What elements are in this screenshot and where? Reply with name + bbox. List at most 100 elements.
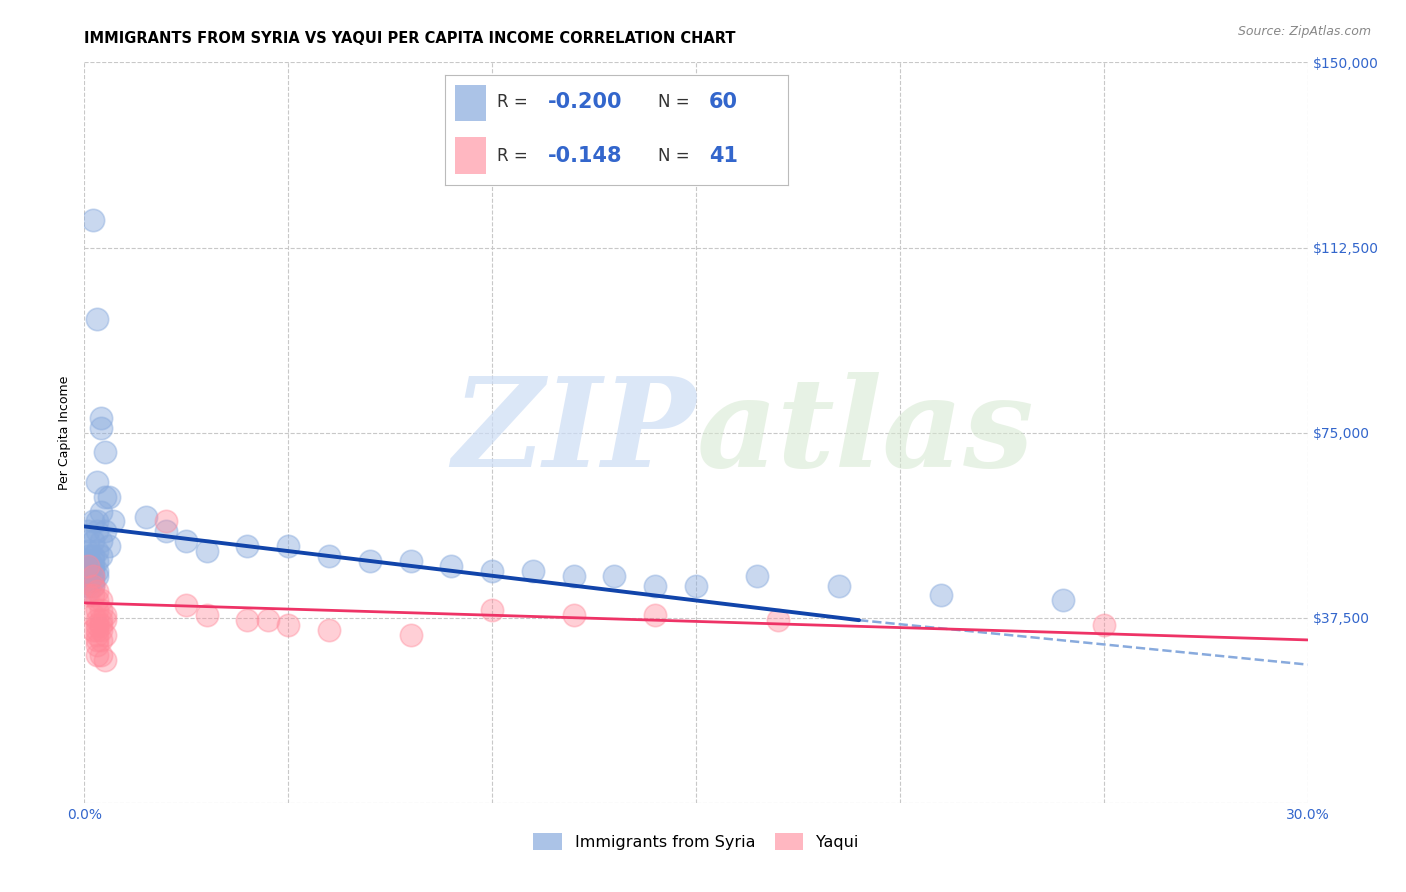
Point xyxy=(86,632,108,647)
Text: ZIP: ZIP xyxy=(453,372,696,493)
Point xyxy=(86,648,108,662)
Point xyxy=(747,568,769,582)
Point xyxy=(77,583,100,598)
Y-axis label: Per Capita Income: Per Capita Income xyxy=(58,376,72,490)
Point xyxy=(644,608,666,623)
Point xyxy=(766,613,789,627)
Point xyxy=(77,579,100,593)
Point xyxy=(82,568,104,582)
Point xyxy=(86,515,108,529)
Point xyxy=(86,603,108,617)
Point xyxy=(90,534,112,549)
Point xyxy=(77,544,100,558)
Point xyxy=(90,410,112,425)
Point xyxy=(86,475,108,489)
Point xyxy=(82,623,104,637)
Point xyxy=(86,628,108,642)
Point xyxy=(90,613,112,627)
Point xyxy=(1092,618,1115,632)
Point xyxy=(135,509,157,524)
Point xyxy=(481,564,503,578)
Point xyxy=(90,603,112,617)
Point xyxy=(155,524,177,539)
Point xyxy=(603,568,626,582)
Point xyxy=(90,593,112,607)
Point xyxy=(77,554,100,568)
Point xyxy=(82,554,104,568)
Point xyxy=(77,558,100,573)
Point xyxy=(86,623,108,637)
Point xyxy=(77,549,100,563)
Point xyxy=(86,583,108,598)
Point xyxy=(97,539,120,553)
Point xyxy=(82,579,104,593)
Point xyxy=(174,534,197,549)
Point xyxy=(236,539,259,553)
Point xyxy=(86,312,108,326)
Text: Source: ZipAtlas.com: Source: ZipAtlas.com xyxy=(1237,25,1371,38)
Point xyxy=(277,539,299,553)
Point xyxy=(86,564,108,578)
Point xyxy=(82,558,104,573)
Point xyxy=(562,608,585,623)
Text: atlas: atlas xyxy=(696,372,1033,493)
Point xyxy=(257,613,280,627)
Point xyxy=(77,558,100,573)
Point xyxy=(82,608,104,623)
Point xyxy=(195,544,218,558)
Point xyxy=(93,653,115,667)
Point xyxy=(86,638,108,652)
Point xyxy=(82,574,104,588)
Point xyxy=(644,579,666,593)
Point xyxy=(195,608,218,623)
Point xyxy=(86,593,108,607)
Point xyxy=(93,613,115,627)
Point xyxy=(90,420,112,434)
Point xyxy=(1052,593,1074,607)
Point xyxy=(86,524,108,539)
Point xyxy=(93,524,115,539)
Point xyxy=(90,623,112,637)
Point xyxy=(77,534,100,549)
Point xyxy=(82,579,104,593)
Point xyxy=(77,574,100,588)
Legend: Immigrants from Syria, Yaqui: Immigrants from Syria, Yaqui xyxy=(526,825,866,858)
Point xyxy=(90,505,112,519)
Point xyxy=(77,589,100,603)
Point xyxy=(86,613,108,627)
Point xyxy=(685,579,707,593)
Point xyxy=(90,549,112,563)
Point xyxy=(86,554,108,568)
Point xyxy=(90,648,112,662)
Point xyxy=(277,618,299,632)
Point xyxy=(318,549,340,563)
Point xyxy=(155,515,177,529)
Point xyxy=(93,628,115,642)
Point xyxy=(562,568,585,582)
Point xyxy=(174,599,197,613)
Point xyxy=(399,628,422,642)
Point xyxy=(90,618,112,632)
Point xyxy=(82,568,104,582)
Point xyxy=(90,632,112,647)
Point xyxy=(359,554,381,568)
Point xyxy=(82,564,104,578)
Point xyxy=(77,524,100,539)
Point xyxy=(440,558,463,573)
Point xyxy=(929,589,952,603)
Point xyxy=(481,603,503,617)
Point xyxy=(82,534,104,549)
Point xyxy=(93,608,115,623)
Point xyxy=(86,618,108,632)
Point xyxy=(82,549,104,563)
Point xyxy=(101,515,124,529)
Point xyxy=(236,613,259,627)
Point xyxy=(97,490,120,504)
Point xyxy=(828,579,851,593)
Point xyxy=(93,490,115,504)
Text: IMMIGRANTS FROM SYRIA VS YAQUI PER CAPITA INCOME CORRELATION CHART: IMMIGRANTS FROM SYRIA VS YAQUI PER CAPIT… xyxy=(84,31,735,46)
Point xyxy=(82,213,104,227)
Point xyxy=(82,589,104,603)
Point xyxy=(77,564,100,578)
Point xyxy=(86,544,108,558)
